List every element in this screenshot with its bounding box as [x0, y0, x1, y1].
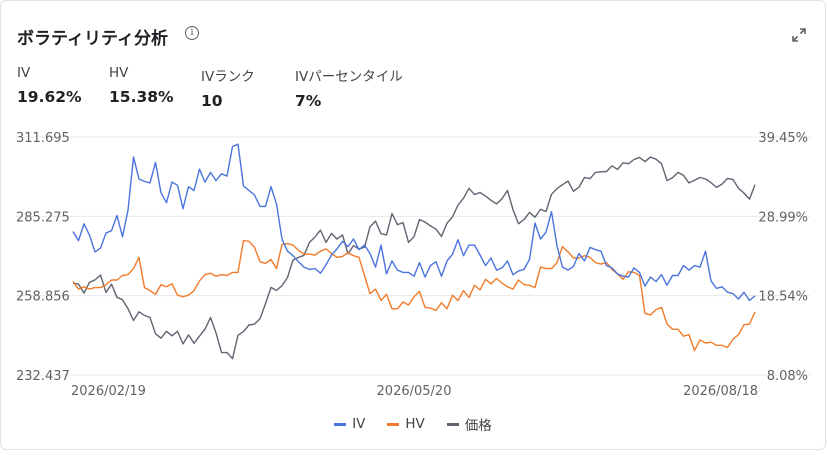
stat-label: HV: [109, 65, 129, 81]
legend-swatch-iv: [334, 422, 347, 426]
legend-item-iv[interactable]: IV: [334, 414, 365, 434]
series-line-iv: [72, 143, 756, 302]
stat-value: 10: [201, 92, 223, 110]
stat-hv: HV 15.38%: [109, 65, 174, 106]
stat-label: IV: [17, 65, 31, 81]
stat-iv-percentile: IVパーセンタイル 7%: [295, 65, 403, 110]
stat-value: 7%: [295, 92, 322, 110]
left-axis-tick-label: 285.275: [16, 210, 70, 225]
legend-label-hv: HV: [405, 416, 425, 432]
right-axis-tick-label: 18.54%: [758, 290, 808, 305]
legend-label-price: 価格: [464, 418, 492, 434]
left-axis-tick-label: 311.695: [16, 131, 70, 146]
x-axis-tick-label: 2026/05/20: [377, 384, 452, 399]
stat-iv: IV 19.62%: [17, 65, 82, 106]
right-axis-tick-label: 28.99%: [758, 210, 808, 225]
legend-swatch-price: [446, 422, 459, 426]
series-line-price: [72, 156, 756, 360]
card-title: ボラティリティ分析: [17, 29, 168, 49]
legend-label-iv: IV: [352, 416, 366, 432]
series-line-hv: [72, 239, 756, 352]
stat-value: 15.38%: [109, 88, 174, 106]
x-axis-tick-label: 2026/08/18: [683, 384, 758, 399]
expand-icon[interactable]: [790, 26, 808, 44]
chart-legend: IV HV 価格: [0, 414, 826, 434]
legend-swatch-hv: [387, 422, 400, 426]
legend-item-price[interactable]: 価格: [446, 414, 492, 434]
stat-label: IVランク: [201, 69, 255, 85]
stat-iv-rank: IVランク 10: [201, 65, 255, 110]
left-axis-tick-label: 258.856: [16, 290, 70, 305]
stat-value: 19.62%: [17, 88, 82, 106]
info-icon[interactable]: i: [185, 26, 199, 40]
right-axis-tick-label: 39.45%: [758, 131, 808, 146]
stat-label: IVパーセンタイル: [295, 69, 403, 85]
x-axis-tick-label: 2026/02/19: [71, 384, 146, 399]
right-axis-tick-label: 8.08%: [767, 369, 808, 384]
legend-item-hv[interactable]: HV: [387, 414, 425, 434]
left-axis-tick-label: 232.437: [16, 369, 70, 384]
